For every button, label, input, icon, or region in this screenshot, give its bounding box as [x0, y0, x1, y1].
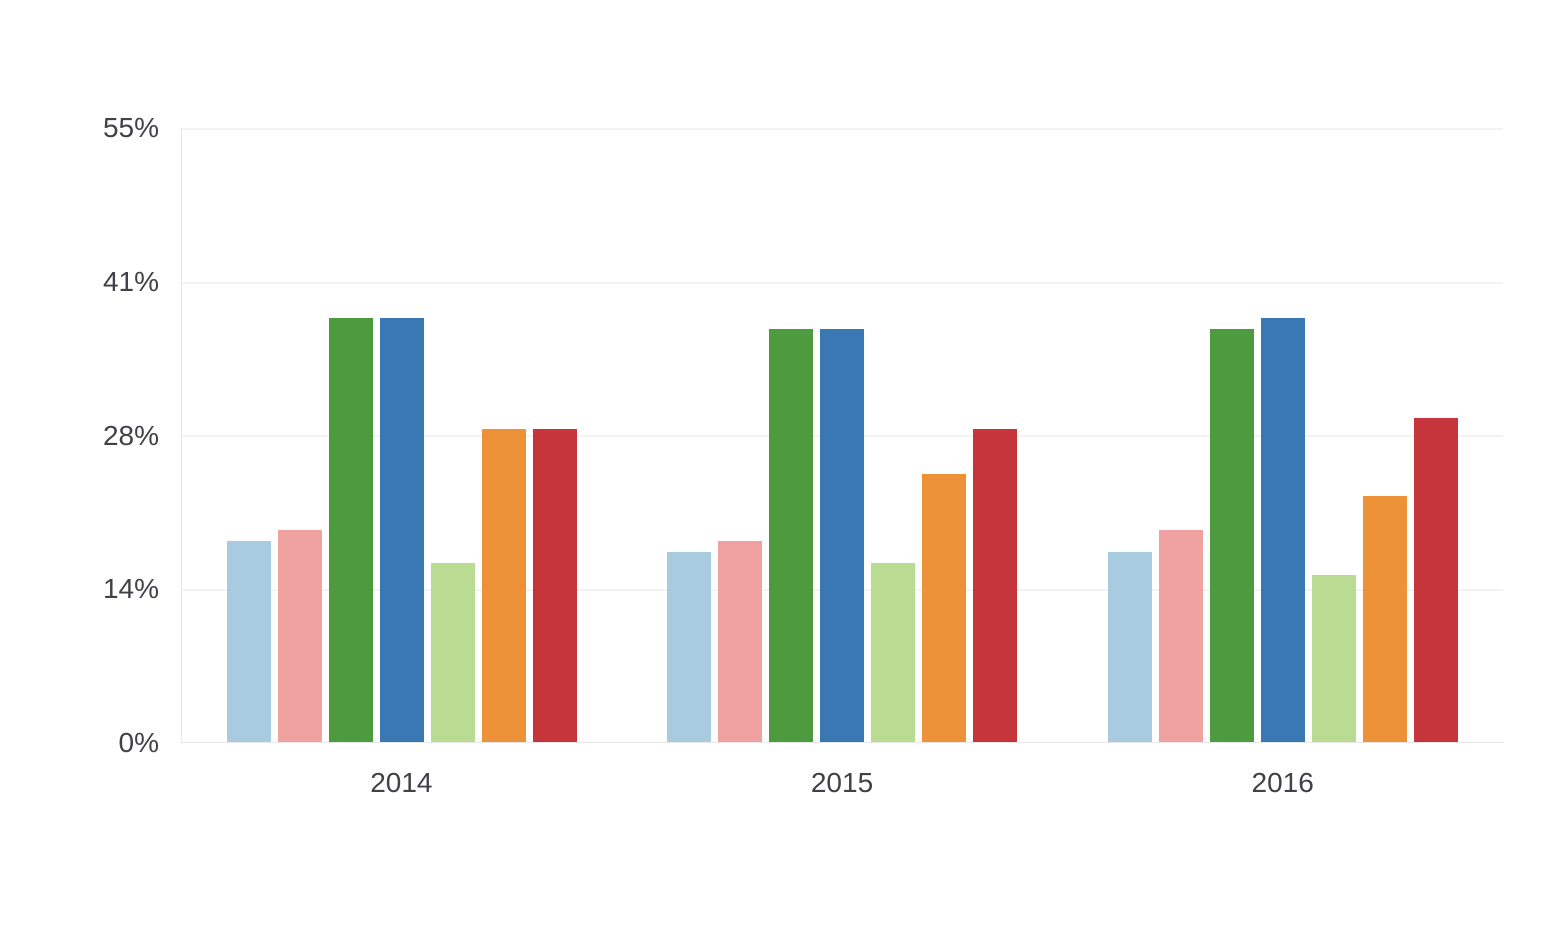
- gridline: [182, 128, 1503, 130]
- bar-salmon-pink-2016[interactable]: [1158, 529, 1203, 742]
- bar-blue-2016[interactable]: [1260, 317, 1305, 742]
- bar-blue-2015[interactable]: [820, 328, 865, 742]
- y-axis-tick-label: 41%: [102, 265, 159, 297]
- bar-red-2015[interactable]: [973, 429, 1018, 742]
- bar-blue-2014[interactable]: [380, 317, 425, 742]
- gridline: [182, 282, 1503, 283]
- bar-orange-2014[interactable]: [482, 429, 527, 742]
- x-axis-label-2015: 2015: [810, 767, 874, 798]
- x-axis: 2014 2015 2016: [181, 766, 1503, 806]
- bar-red-2016[interactable]: [1413, 418, 1458, 742]
- plot-area: [181, 128, 1503, 743]
- y-axis-tick-label: 28%: [102, 419, 159, 451]
- y-axis-tick-label: 14%: [102, 573, 159, 605]
- bar-salmon-pink-2014[interactable]: [278, 529, 323, 742]
- bar-salmon-pink-2015[interactable]: [718, 541, 763, 742]
- bar-red-2014[interactable]: [533, 429, 578, 742]
- y-axis-tick-label: 55%: [102, 112, 159, 143]
- bar-light-green-2015[interactable]: [871, 563, 916, 742]
- bar-green-2014[interactable]: [329, 317, 374, 742]
- y-axis: 0% 14% 28% 41% 55%: [0, 114, 159, 757]
- bar-orange-2015[interactable]: [922, 474, 967, 742]
- bar-light-blue-2016[interactable]: [1107, 552, 1152, 742]
- x-axis-label-2014: 2014: [370, 767, 433, 798]
- bar-group-2014: [182, 128, 622, 742]
- bar-group-2015: [622, 128, 1062, 742]
- bar-orange-2016[interactable]: [1362, 496, 1407, 742]
- bar-light-green-2014[interactable]: [431, 563, 476, 742]
- x-axis-label-2016: 2016: [1251, 767, 1314, 798]
- bar-green-2015[interactable]: [769, 328, 814, 742]
- bar-light-green-2016[interactable]: [1311, 574, 1356, 742]
- bar-light-blue-2015[interactable]: [667, 552, 712, 742]
- bar-group-2016: [1063, 128, 1503, 742]
- bar-green-2016[interactable]: [1209, 328, 1254, 742]
- y-axis-tick-label: 0%: [118, 727, 159, 758]
- bar-light-blue-2014[interactable]: [227, 541, 272, 742]
